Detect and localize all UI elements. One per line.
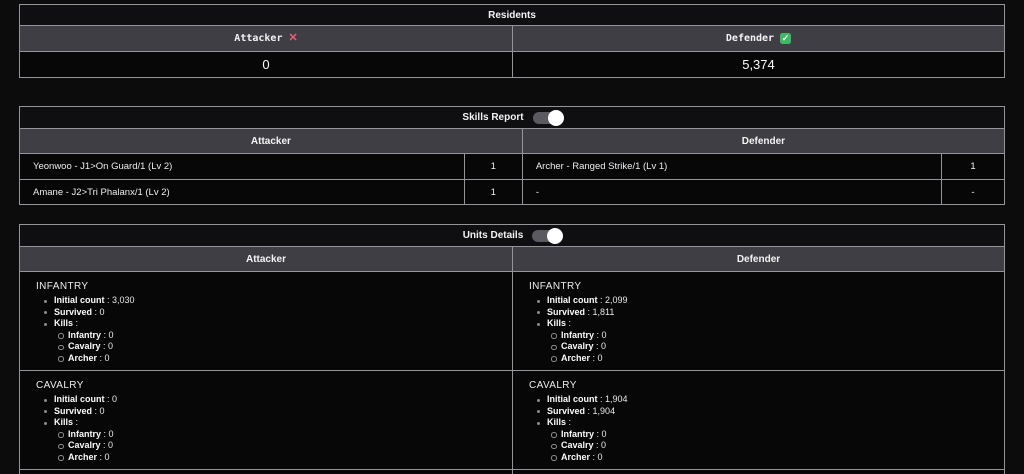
residents-values-row: 0 5,374 xyxy=(20,52,1004,77)
skills-row: Yeonwoo - J1>On Guard/1 (Lv 2) 1 Archer … xyxy=(20,154,1004,179)
unit-name: INFANTRY xyxy=(529,281,582,292)
residents-header-row: Attacker ✕ Defender ✓ xyxy=(20,26,1004,52)
kills-item: Kills : xyxy=(36,417,502,429)
cross-mark-icon: ✕ xyxy=(288,32,298,44)
skills-defender-header: Defender xyxy=(521,129,1004,153)
initial-count-item: Initial count : 2,099 xyxy=(529,295,994,307)
kills-cavalry-item: Cavalry : 0 xyxy=(529,341,994,353)
skills-attacker-header: Attacker xyxy=(250,135,291,147)
check-mark-icon: ✓ xyxy=(780,33,792,44)
kills-infantry-item: Infantry : 0 xyxy=(529,330,994,342)
defender-skill-name: Archer - Ranged Strike/1 (Lv 1) xyxy=(521,154,941,179)
units-defender-header: Defender xyxy=(512,247,1004,271)
skills-row: Amane - J2>Tri Phalanx/1 (Lv 2) 1 - - xyxy=(20,179,1004,204)
residents-table: Residents Attacker ✕ Defender ✓ 0 5,374 xyxy=(19,4,1005,78)
kills-infantry-item: Infantry : 0 xyxy=(529,429,994,441)
unit-stats-list: Initial count : 0 Survived : 0 Kills : I… xyxy=(36,394,502,463)
units-attacker-header: Attacker xyxy=(245,253,287,265)
unit-stats-list: Initial count : 3,030 Survived : 0 Kills… xyxy=(36,295,502,364)
kills-item: Kills : xyxy=(529,318,994,330)
attacker-cavalry-cell: CAVALRY Initial count : 0 Survived : 0 K… xyxy=(20,371,512,469)
skills-report-toggle[interactable] xyxy=(532,109,564,126)
units-details-toggle[interactable] xyxy=(532,227,564,244)
kills-archer-item: Archer : 0 xyxy=(36,353,502,365)
unit-stats-list: Initial count : 1,904 Survived : 1,904 K… xyxy=(529,394,994,463)
attacker-label: Attacker xyxy=(234,33,283,44)
initial-count-item: Initial count : 3,030 xyxy=(36,295,502,307)
initial-count-item: Initial count : 0 xyxy=(36,394,502,406)
defender-infantry-cell: INFANTRY Initial count : 2,099 Survived … xyxy=(512,272,1004,370)
attacker-infantry-cell: INFANTRY Initial count : 3,030 Survived … xyxy=(20,272,512,370)
kills-archer-item: Archer : 0 xyxy=(529,452,994,464)
kills-item: Kills : xyxy=(36,318,502,330)
unit-name: INFANTRY xyxy=(36,281,89,292)
skills-report-title-row: Skills Report xyxy=(20,107,1004,129)
units-details-table: Units Details Attacker Defender INFANTRY… xyxy=(19,224,1005,474)
initial-count-item: Initial count : 1,904 xyxy=(529,394,994,406)
kills-cavalry-item: Cavalry : 0 xyxy=(529,440,994,452)
residents-defender-header: Defender ✓ xyxy=(512,26,1004,51)
residents-defender-count: 5,374 xyxy=(512,52,1004,77)
survived-item: Survived : 0 xyxy=(36,406,502,418)
kills-cavalry-item: Cavalry : 0 xyxy=(36,440,502,452)
defender-label: Defender xyxy=(725,33,775,44)
skills-report-table: Skills Report Attacker Defender Yeonwoo … xyxy=(19,106,1005,205)
unit-name: CAVALRY xyxy=(36,380,84,391)
unit-name: CAVALRY xyxy=(529,380,577,391)
kills-archer-item: Archer : 0 xyxy=(36,452,502,464)
attacker-clipped-cell xyxy=(20,470,512,474)
units-row-cavalry: CAVALRY Initial count : 0 Survived : 0 K… xyxy=(20,370,1004,469)
defender-cavalry-cell: CAVALRY Initial count : 1,904 Survived :… xyxy=(512,371,1004,469)
kills-cavalry-item: Cavalry : 0 xyxy=(36,341,502,353)
defender-skill-count: - xyxy=(941,180,1004,204)
units-row-infantry: INFANTRY Initial count : 3,030 Survived … xyxy=(20,272,1004,370)
kills-archer-item: Archer : 0 xyxy=(529,353,994,365)
survived-item: Survived : 1,904 xyxy=(529,406,994,418)
attacker-skill-name: Yeonwoo - J1>On Guard/1 (Lv 2) xyxy=(33,161,173,172)
attacker-skill-count: 1 xyxy=(463,180,522,204)
units-row-clipped xyxy=(20,469,1004,474)
attacker-skill-count: 1 xyxy=(463,154,522,179)
residents-title: Residents xyxy=(20,5,1004,26)
survived-item: Survived : 0 xyxy=(36,307,502,319)
defender-skill-name: - xyxy=(521,180,941,204)
units-header-row: Attacker Defender xyxy=(20,247,1004,272)
defender-clipped-cell xyxy=(512,470,1004,474)
skills-header-row: Attacker Defender xyxy=(20,129,1004,154)
kills-infantry-item: Infantry : 0 xyxy=(36,330,502,342)
skills-report-title: Skills Report xyxy=(462,112,524,123)
kills-infantry-item: Infantry : 0 xyxy=(36,429,502,441)
kills-item: Kills : xyxy=(529,417,994,429)
residents-attacker-count: 0 xyxy=(262,57,270,72)
attacker-skill-name: Amane - J2>Tri Phalanx/1 (Lv 2) xyxy=(33,186,170,198)
units-details-title: Units Details xyxy=(462,230,524,241)
survived-item: Survived : 1,811 xyxy=(529,307,994,319)
units-details-title-row: Units Details xyxy=(20,225,1004,247)
unit-stats-list: Initial count : 2,099 Survived : 1,811 K… xyxy=(529,295,994,364)
defender-skill-count: 1 xyxy=(941,154,1004,179)
residents-attacker-header: Attacker ✕ xyxy=(20,26,512,51)
